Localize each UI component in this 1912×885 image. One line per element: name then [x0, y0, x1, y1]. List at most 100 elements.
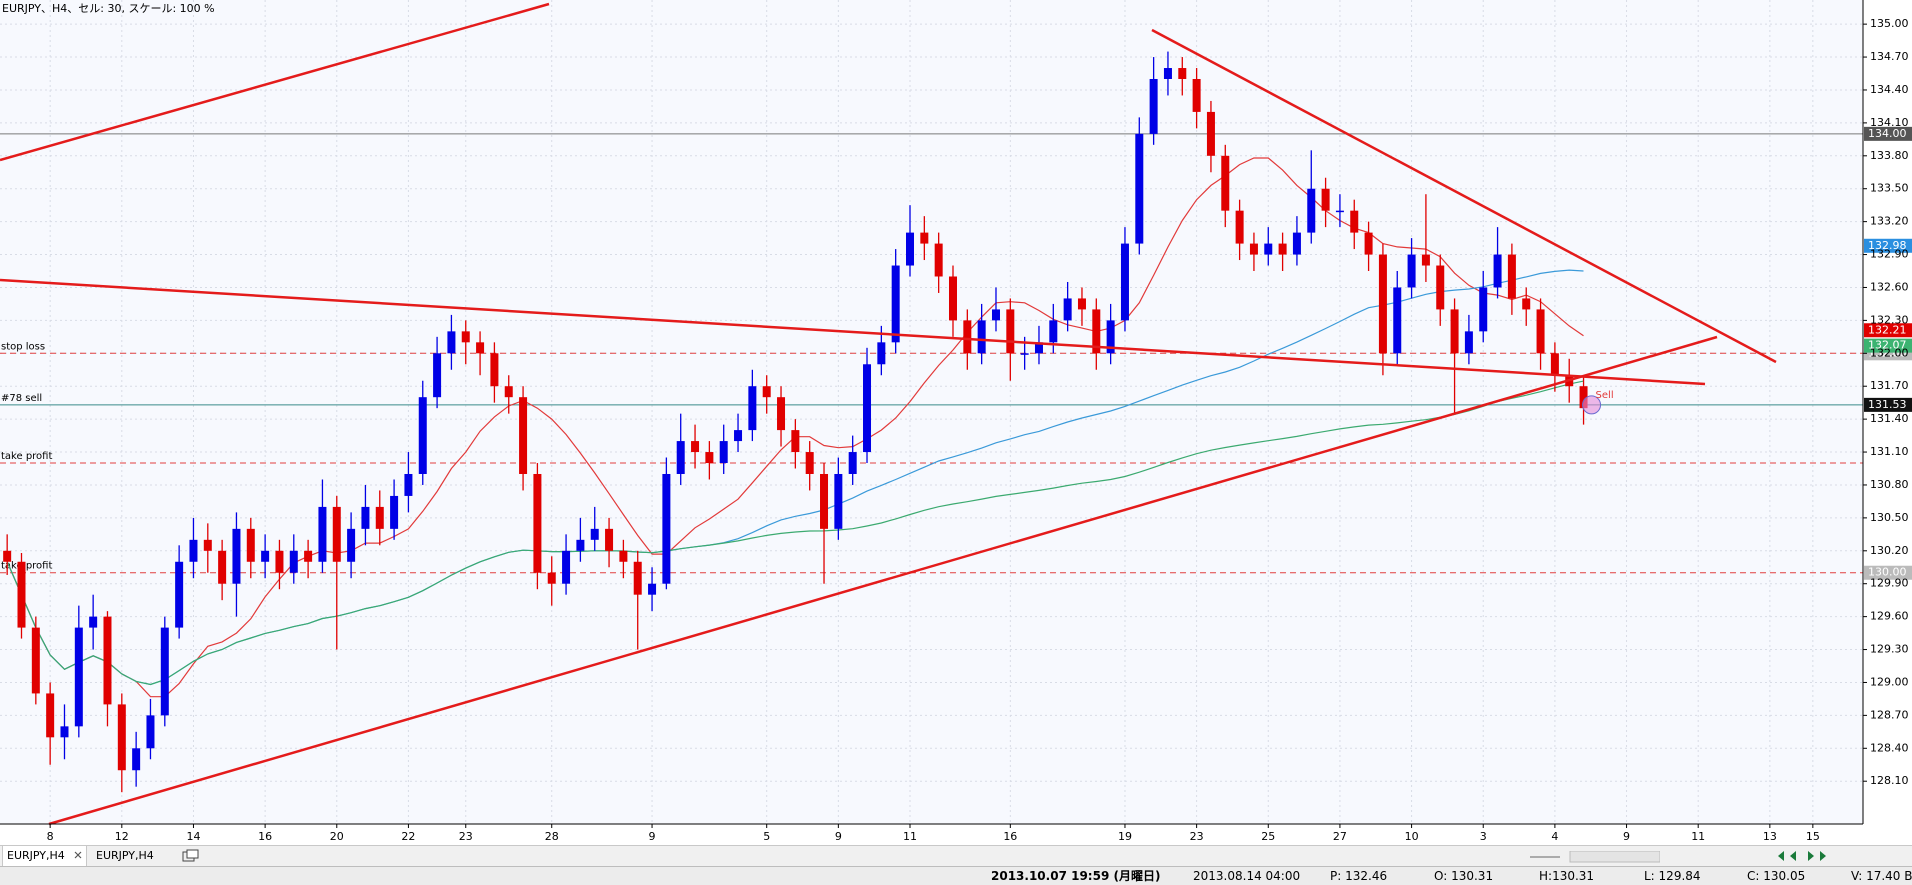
candle-body — [633, 561, 642, 595]
candle-body — [576, 539, 585, 551]
candle-body — [232, 528, 241, 584]
candle-body — [1034, 342, 1043, 354]
candle-body — [1149, 78, 1158, 134]
level-name: stop loss — [1, 341, 45, 352]
x-tick-label: 16 — [258, 830, 272, 843]
y-tick-label: 134.70 — [1870, 50, 1909, 63]
plot-area — [0, 0, 1863, 824]
candle-body — [777, 397, 786, 431]
x-tick-label: 23 — [1190, 830, 1204, 843]
x-tick-label: 20 — [330, 830, 344, 843]
tab[interactable]: EURJPY,H4 — [92, 846, 158, 866]
status-bar: 2013.10.07 19:59 (月曜日) 2013.08.14 04:00 … — [0, 866, 1912, 885]
candle-body — [1407, 254, 1416, 288]
y-tick-label: 131.70 — [1870, 379, 1909, 392]
candle-body — [1579, 386, 1588, 409]
candle-body — [1450, 309, 1459, 354]
candle-body — [289, 550, 298, 573]
candle-body — [74, 627, 83, 727]
candle-body — [1092, 309, 1101, 354]
trend-line — [0, 2, 550, 162]
candle-body — [977, 320, 986, 354]
candle-body — [17, 561, 26, 628]
nav-arrows[interactable] — [1776, 850, 1846, 862]
candle-body — [1335, 210, 1344, 213]
candle-body — [1163, 68, 1172, 79]
candle-body — [762, 386, 771, 398]
candle-body — [676, 441, 685, 474]
candle-body — [1292, 232, 1301, 255]
y-tick-label: 132.30 — [1870, 313, 1909, 326]
candle-body — [719, 441, 728, 464]
y-tick-label: 129.60 — [1870, 610, 1909, 623]
candle-body — [1421, 254, 1430, 266]
candle-body — [519, 397, 528, 474]
x-tick-label: 13 — [1763, 830, 1777, 843]
y-tick-label: 132.90 — [1870, 248, 1909, 261]
x-tick-label: 9 — [835, 830, 842, 843]
candle-body — [189, 539, 198, 562]
status-bar-time: 2013.08.14 04:00 — [1193, 869, 1301, 883]
y-tick-label: 133.50 — [1870, 182, 1909, 195]
x-tick-label: 9 — [649, 830, 656, 843]
trend-line — [0, 278, 1706, 386]
candle-body — [46, 693, 55, 738]
price-tag-label: 132.07 — [1868, 339, 1907, 352]
candle-body — [1550, 353, 1559, 376]
candle-body — [89, 616, 98, 628]
close-icon[interactable] — [74, 851, 82, 859]
candle-body — [1522, 298, 1531, 310]
price-tag-label: 132.98 — [1868, 239, 1907, 252]
candle-body — [734, 430, 743, 442]
candle-body — [1235, 210, 1244, 244]
tab-label: EURJPY,H4 — [96, 849, 154, 862]
x-tick-label: 25 — [1261, 830, 1275, 843]
candle-body — [1393, 287, 1402, 354]
candle-body — [418, 397, 427, 474]
x-tick-label: 10 — [1405, 830, 1419, 843]
candle-body — [1178, 68, 1187, 79]
y-tick-label: 133.80 — [1870, 149, 1909, 162]
y-tick-label: 130.50 — [1870, 511, 1909, 524]
candle-body — [1479, 287, 1488, 332]
tab-label: EURJPY,H4 — [7, 849, 65, 862]
trend-line — [48, 335, 1718, 826]
y-tick-label: 128.10 — [1870, 774, 1909, 787]
levels: stop loss #78 sell take profit take profit — [0, 133, 1863, 574]
candle-body — [318, 506, 327, 562]
candle-body — [891, 265, 900, 343]
level-name: take profit — [1, 451, 52, 462]
candle-body — [619, 550, 628, 562]
candle-body — [1249, 243, 1258, 255]
tab-bar: EURJPY,H4 EURJPY,H4 — [0, 845, 1912, 867]
tab[interactable]: EURJPY,H4 — [2, 846, 88, 867]
candle-body — [834, 473, 843, 529]
y-tick-label: 129.30 — [1870, 643, 1909, 656]
candle-body — [361, 506, 370, 529]
candle-body — [1464, 331, 1473, 354]
x-tick-label: 12 — [115, 830, 129, 843]
y-tick-label: 132.60 — [1870, 280, 1909, 293]
candle-body — [1077, 298, 1086, 310]
candle-body — [991, 309, 1000, 321]
overlay: 134.00132.00131.53130.00132.98132.21132.… — [1582, 126, 1912, 580]
scroll-controls[interactable] — [1530, 851, 1660, 863]
candle-body — [504, 386, 513, 398]
candle-body — [1135, 133, 1144, 244]
signal-marker — [1582, 395, 1602, 415]
candle-body — [1307, 188, 1316, 233]
candle-body — [791, 430, 800, 453]
candle-body — [1507, 254, 1516, 299]
x-tick-label: 5 — [763, 830, 770, 843]
candle-body — [1206, 111, 1215, 156]
candle-body — [863, 364, 872, 453]
status-open: O: 130.31 — [1434, 869, 1494, 883]
candle-body — [877, 342, 886, 365]
candle-body — [31, 627, 40, 694]
x-tick-label: 28 — [545, 830, 559, 843]
new-window-icon[interactable] — [182, 849, 200, 863]
y-tick-label: 130.20 — [1870, 544, 1909, 557]
candle-body — [246, 528, 255, 562]
candle-body — [562, 550, 571, 584]
candle-body — [490, 353, 499, 387]
